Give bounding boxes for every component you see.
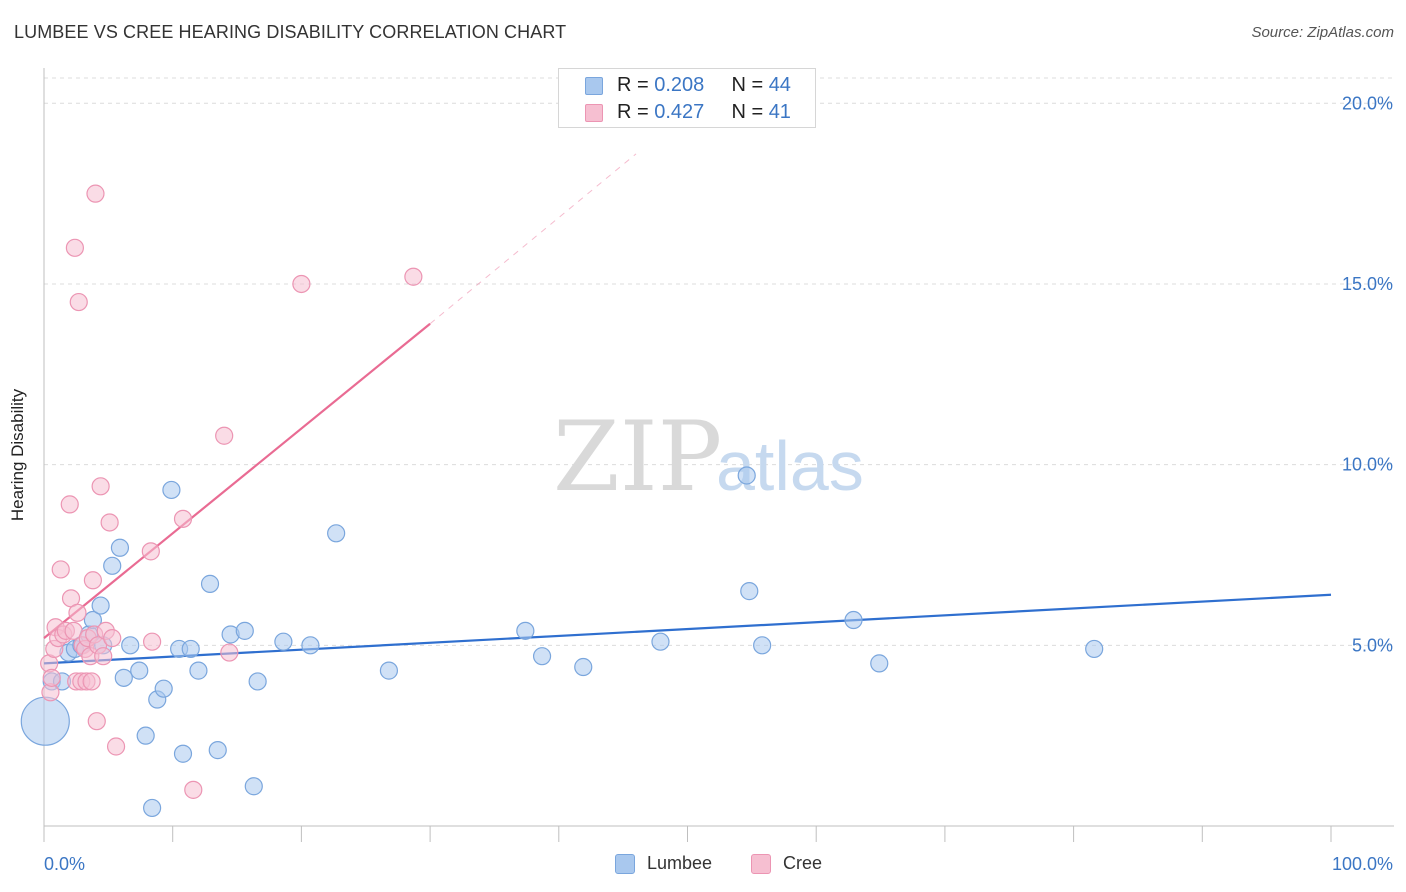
point-lumbee — [200, 574, 220, 593]
r-value-cree: 0.427 — [654, 101, 705, 123]
axes — [43, 68, 1394, 842]
point-lumbee — [870, 654, 889, 673]
point-cree — [87, 712, 106, 731]
n-value-lumbee: 44 — [768, 74, 791, 96]
point-cree — [65, 238, 84, 257]
trend-line-lumbee — [43, 593, 1332, 665]
point-lumbee — [154, 679, 173, 698]
point-lumbee — [189, 661, 208, 680]
point-cree — [91, 477, 110, 496]
point-lumbee — [181, 639, 200, 659]
point-lumbee — [110, 538, 130, 557]
point-cree — [51, 560, 70, 579]
watermark-zip: ZIP — [553, 401, 722, 513]
point-cree — [86, 184, 105, 203]
legend-label-cree: Cree — [783, 853, 823, 873]
point-lumbee — [516, 621, 535, 640]
y-tick-label: 5.0% — [1352, 635, 1393, 655]
point-lumbee — [651, 632, 670, 651]
point-lumbee — [844, 610, 863, 630]
legend-swatch-lumbee — [585, 77, 603, 95]
data-points — [20, 184, 1104, 818]
legend-stats-cree: R = 0.427 N = 41 — [617, 101, 791, 124]
point-lumbee — [91, 596, 110, 615]
point-lumbee — [208, 741, 227, 760]
trend-line-cree — [43, 322, 431, 639]
n-value-cree: 41 — [768, 101, 791, 123]
point-cree — [94, 647, 113, 666]
point-cree — [68, 603, 87, 622]
point-lumbee — [532, 647, 552, 666]
y-tick-label: 15.0% — [1342, 274, 1393, 294]
watermark-atlas: atlas — [716, 427, 864, 505]
point-cree — [173, 509, 193, 528]
point-cree — [100, 513, 119, 532]
point-cree — [404, 267, 423, 286]
point-lumbee — [248, 672, 267, 691]
point-lumbee — [379, 661, 399, 680]
trend-extension-cree — [429, 153, 637, 325]
point-lumbee — [136, 726, 155, 745]
chart-title: LUMBEE VS CREE HEARING DISABILITY CORREL… — [14, 22, 567, 42]
legend-swatch-cree — [585, 104, 603, 122]
r-label: R = — [617, 74, 655, 96]
point-cree — [220, 643, 239, 662]
x-tick-label-min: 0.0% — [44, 854, 85, 874]
point-lumbee — [753, 636, 772, 655]
y-tick-label: 20.0% — [1342, 93, 1393, 113]
r-label: R = — [617, 101, 655, 123]
point-lumbee — [574, 657, 593, 677]
point-cree — [64, 621, 83, 640]
point-lumbee — [301, 636, 320, 655]
legend-stats-lumbee: R = 0.208 N = 44 — [617, 74, 791, 97]
legend-label-lumbee: Lumbee — [647, 853, 713, 873]
point-lumbee — [143, 798, 162, 818]
point-cree — [69, 292, 88, 312]
point-lumbee — [274, 632, 293, 651]
point-cree — [143, 632, 162, 651]
point-cree — [292, 274, 311, 294]
n-label: N = — [731, 74, 769, 96]
point-lumbee — [740, 582, 759, 601]
point-cree — [103, 628, 122, 648]
point-cree — [42, 668, 61, 687]
tick-labels: 5.0% 10.0% 15.0% 20.0% 0.0% 100.0% — [44, 93, 1393, 874]
n-label: N = — [731, 101, 769, 123]
point-lumbee — [173, 744, 193, 763]
point-lumbee — [244, 777, 263, 796]
series-legend: Lumbee Cree — [0, 852, 1406, 878]
legend-swatch-lumbee — [615, 854, 635, 874]
point-cree — [106, 737, 126, 756]
correlation-legend: R = 0.208 N = 44 R = 0.427 N = 41 — [558, 68, 816, 128]
legend-swatch-cree — [751, 854, 771, 874]
point-lumbee — [121, 636, 140, 655]
x-tick-label-max: 100.0% — [1332, 854, 1393, 874]
point-lumbee — [130, 661, 149, 680]
point-lumbee — [327, 524, 346, 543]
gridlines — [44, 77, 1394, 646]
point-cree — [82, 672, 101, 691]
y-tick-label: 10.0% — [1342, 455, 1393, 475]
point-lumbee — [162, 480, 181, 500]
point-cree — [184, 780, 203, 799]
point-lumbee — [737, 466, 756, 485]
r-value-lumbee: 0.208 — [654, 74, 705, 96]
point-lumbee — [235, 621, 254, 640]
trend-lines — [43, 153, 1332, 665]
point-cree — [215, 426, 234, 445]
point-lumbee — [1085, 639, 1104, 659]
point-lumbee — [114, 668, 133, 687]
point-lumbee — [103, 556, 122, 575]
point-cree — [83, 571, 103, 590]
source-credit: Source: ZipAtlas.com — [1251, 24, 1394, 41]
point-cree — [60, 495, 79, 514]
point-lumbee — [20, 696, 70, 746]
point-cree — [141, 542, 160, 561]
